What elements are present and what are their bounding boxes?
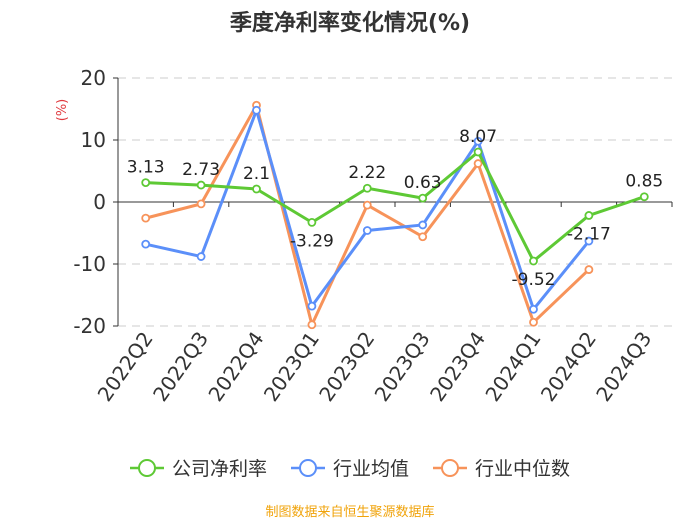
data-point[interactable]	[362, 200, 372, 210]
data-label: 2.73	[182, 160, 220, 180]
data-point[interactable]	[307, 320, 317, 330]
x-tick-label: 2022Q3	[148, 327, 213, 406]
data-point[interactable]	[362, 183, 372, 193]
data-label: 0.63	[404, 173, 442, 193]
data-source-note: 制图数据来自恒生聚源数据库	[265, 504, 434, 520]
x-tick-label: 2022Q2	[93, 327, 158, 406]
data-point[interactable]	[529, 304, 538, 314]
data-point[interactable]	[639, 192, 649, 202]
legend-item-2[interactable]: 行业中位数	[433, 458, 570, 480]
x-tick-label: 2023Q4	[425, 327, 490, 406]
x-tick-label: 2024Q3	[591, 327, 656, 406]
legend-item-1[interactable]: 行业均值	[291, 458, 409, 480]
data-point[interactable]	[141, 213, 151, 223]
data-labels: 3.13 2.73 2.1 -3.29 2.22 0.63 8.07 -9.52 -2.17 0.…	[127, 127, 663, 290]
data-point[interactable]	[252, 105, 261, 115]
data-point[interactable]	[196, 199, 206, 209]
data-point[interactable]	[418, 220, 428, 230]
data-point[interactable]	[584, 236, 594, 246]
data-point[interactable]	[196, 252, 206, 261]
data-point[interactable]	[529, 256, 538, 266]
series-line-2	[145, 103, 590, 327]
data-label: 3.13	[127, 158, 165, 178]
y-tick-label: 20	[81, 66, 106, 90]
data-point[interactable]	[584, 211, 594, 220]
data-point[interactable]	[418, 232, 428, 242]
data-label: 0.85	[625, 172, 663, 192]
legend-label: 公司净利率	[172, 458, 267, 480]
legend-circle-icon	[138, 459, 156, 477]
data-point[interactable]	[473, 147, 483, 157]
y-tick-label: 0	[93, 190, 106, 214]
data-label: 2.22	[348, 163, 386, 183]
x-tick-label: 2022Q4	[203, 327, 268, 406]
data-point[interactable]	[252, 184, 261, 194]
data-point[interactable]	[196, 180, 206, 190]
legend-item-0[interactable]: 公司净利率	[130, 458, 267, 480]
legend-label: 行业均值	[333, 458, 409, 480]
data-point[interactable]	[473, 159, 483, 168]
legend-label: 行业中位数	[475, 458, 570, 480]
x-tick-label: 2023Q2	[314, 327, 379, 406]
chart-title: 季度净利率变化情况(%)	[230, 10, 470, 36]
data-label: -9.52	[512, 270, 556, 290]
legend[interactable]: 公司净利率 行业均值 行业中位数	[130, 458, 570, 480]
data-point[interactable]	[362, 226, 372, 235]
y-axis-unit-label: (%)	[55, 99, 70, 122]
data-point[interactable]	[307, 301, 317, 311]
data-point[interactable]	[141, 178, 151, 187]
data-point[interactable]	[418, 193, 428, 203]
legend-circle-icon	[441, 459, 459, 477]
data-label: 2.1	[243, 164, 270, 184]
y-tick-label: -10	[73, 252, 106, 276]
x-tick-label: 2023Q3	[370, 327, 435, 406]
y-tick-label: -20	[73, 314, 106, 338]
series-line-0	[145, 150, 645, 263]
data-label: -3.29	[290, 231, 334, 251]
x-tick-label: 2024Q1	[480, 327, 545, 406]
data-point[interactable]	[584, 265, 594, 274]
data-point[interactable]	[473, 136, 483, 146]
data-label: 8.07	[459, 127, 497, 147]
series-lines	[141, 100, 649, 330]
legend-circle-icon	[299, 459, 317, 477]
y-tick-label: 10	[81, 128, 106, 152]
data-point[interactable]	[529, 317, 538, 327]
data-point[interactable]	[141, 239, 151, 249]
x-tick-label: 2023Q1	[259, 327, 324, 406]
data-point[interactable]	[307, 217, 317, 227]
data-label: -2.17	[567, 224, 611, 244]
x-tick-label: 2024Q2	[536, 327, 601, 406]
